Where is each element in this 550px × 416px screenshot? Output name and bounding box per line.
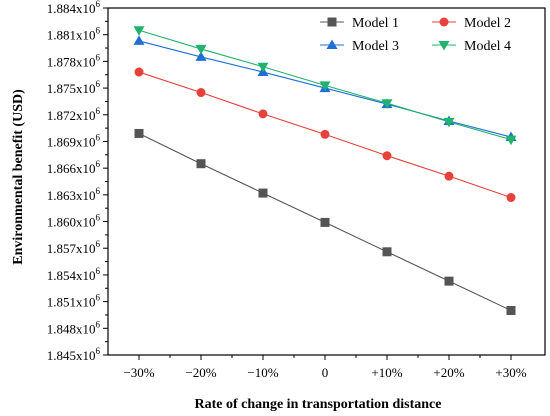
legend-item: Model 2 xyxy=(432,16,511,31)
data-point xyxy=(195,51,207,61)
y-tick-label: 1.851x106 xyxy=(47,293,101,310)
y-tick-label-exponent: 6 xyxy=(96,266,101,276)
data-point xyxy=(195,44,207,55)
y-tick-label-base: 1.854x10 xyxy=(47,268,96,283)
legend-marker xyxy=(326,39,338,49)
data-point xyxy=(134,128,144,138)
plot-frame xyxy=(107,7,546,356)
y-tick-label: 1.875x106 xyxy=(47,79,101,96)
series-2 xyxy=(134,67,516,203)
y-tick-label-base: 1.863x10 xyxy=(47,188,96,203)
data-point xyxy=(133,26,145,36)
data-point xyxy=(134,67,144,77)
data-point xyxy=(382,151,392,161)
y-tick-label-base: 1.848x10 xyxy=(47,321,96,336)
y-tick-label: 1.854x106 xyxy=(47,266,101,283)
series-4 xyxy=(133,26,517,146)
y-tick-label-base: 1.875x10 xyxy=(47,81,96,96)
y-tick-label: 1.884x106 xyxy=(47,0,101,16)
y-tick-label: 1.881x106 xyxy=(47,26,101,43)
data-point xyxy=(381,99,393,109)
y-tick-label-base: 1.869x10 xyxy=(47,134,96,149)
y-tick-label: 1.860x106 xyxy=(47,213,101,230)
y-tick-label: 1.845x106 xyxy=(47,346,101,363)
x-tick-label: 0 xyxy=(322,365,329,380)
data-point xyxy=(382,247,392,257)
legend-item: Model 1 xyxy=(320,16,399,31)
data-point xyxy=(320,129,330,139)
y-tick-label-base: 1.860x10 xyxy=(47,215,96,230)
y-tick-label: 1.869x106 xyxy=(47,132,101,149)
legend-label: Model 3 xyxy=(352,39,399,54)
data-point xyxy=(505,135,517,146)
y-tick-label-exponent: 6 xyxy=(96,0,101,9)
data-point xyxy=(257,62,269,73)
y-tick-label-exponent: 6 xyxy=(96,346,101,356)
data-point xyxy=(319,81,331,91)
y-tick-label: 1.872x106 xyxy=(47,106,101,123)
y-tick-label-base: 1.857x10 xyxy=(47,241,96,256)
y-tick-label-exponent: 6 xyxy=(96,132,101,142)
y-tick-label-exponent: 6 xyxy=(96,52,101,62)
y-tick-label: 1.857x106 xyxy=(47,239,101,256)
y-tick-label: 1.866x106 xyxy=(47,159,101,176)
y-axis-ticks: 1.845x1061.848x1061.851x1061.854x1061.85… xyxy=(47,0,108,363)
x-tick-label: +30% xyxy=(495,365,526,380)
y-tick-label-base: 1.872x10 xyxy=(47,108,96,123)
x-axis-ticks: −30% −20% −10% 0 +10% +20% +30% xyxy=(123,355,527,380)
legend-item: Model 3 xyxy=(320,39,399,54)
y-tick-label-base: 1.878x10 xyxy=(47,54,96,69)
y-tick-label-exponent: 6 xyxy=(96,293,101,303)
x-tick-label: −30% xyxy=(123,365,154,380)
data-point xyxy=(196,159,206,169)
data-point xyxy=(320,217,330,227)
legend-marker xyxy=(439,17,449,27)
data-point xyxy=(444,276,454,286)
data-point xyxy=(444,171,454,181)
data-point xyxy=(506,306,516,316)
y-tick-label-exponent: 6 xyxy=(96,159,101,169)
y-tick-label-exponent: 6 xyxy=(96,79,101,89)
x-tick-label: −10% xyxy=(247,365,278,380)
y-tick-label: 1.848x106 xyxy=(47,319,101,336)
plot-border xyxy=(107,7,546,356)
y-tick-label-base: 1.881x10 xyxy=(47,28,96,43)
data-point xyxy=(506,193,516,203)
y-tick-label-exponent: 6 xyxy=(96,239,101,249)
legend-marker xyxy=(327,17,337,27)
data-point xyxy=(258,188,268,198)
y-axis-title: Environmental benefit (USD) xyxy=(11,89,26,265)
y-tick-label-base: 1.851x10 xyxy=(47,295,96,310)
series-1 xyxy=(134,128,516,316)
y-tick-label-exponent: 6 xyxy=(96,26,101,36)
y-tick-label-base: 1.845x10 xyxy=(47,348,96,363)
y-tick-label: 1.863x106 xyxy=(47,186,101,203)
y-tick-label-exponent: 6 xyxy=(96,106,101,116)
legend-label: Model 4 xyxy=(464,39,511,54)
x-tick-label: −20% xyxy=(185,365,216,380)
y-tick-label: 1.878x106 xyxy=(47,52,101,69)
series-layer xyxy=(133,26,517,316)
legend-marker xyxy=(438,41,450,51)
x-tick-label: +10% xyxy=(371,365,402,380)
y-tick-label-exponent: 6 xyxy=(96,319,101,329)
legend-label: Model 2 xyxy=(464,16,511,31)
legend-label: Model 1 xyxy=(352,16,399,31)
legend: Model 1 Model 2 Model 3 Model 4 xyxy=(320,16,511,54)
y-tick-label-exponent: 6 xyxy=(96,213,101,223)
legend-item: Model 4 xyxy=(432,39,511,54)
y-tick-label-base: 1.866x10 xyxy=(47,161,96,176)
data-point xyxy=(443,117,455,128)
y-tick-label-base: 1.884x10 xyxy=(47,1,96,16)
x-tick-label: +20% xyxy=(433,365,464,380)
y-tick-label-exponent: 6 xyxy=(96,186,101,196)
x-axis-title: Rate of change in transportation distanc… xyxy=(195,397,442,412)
data-point xyxy=(196,88,206,98)
data-point xyxy=(258,109,268,119)
data-point xyxy=(133,35,145,45)
